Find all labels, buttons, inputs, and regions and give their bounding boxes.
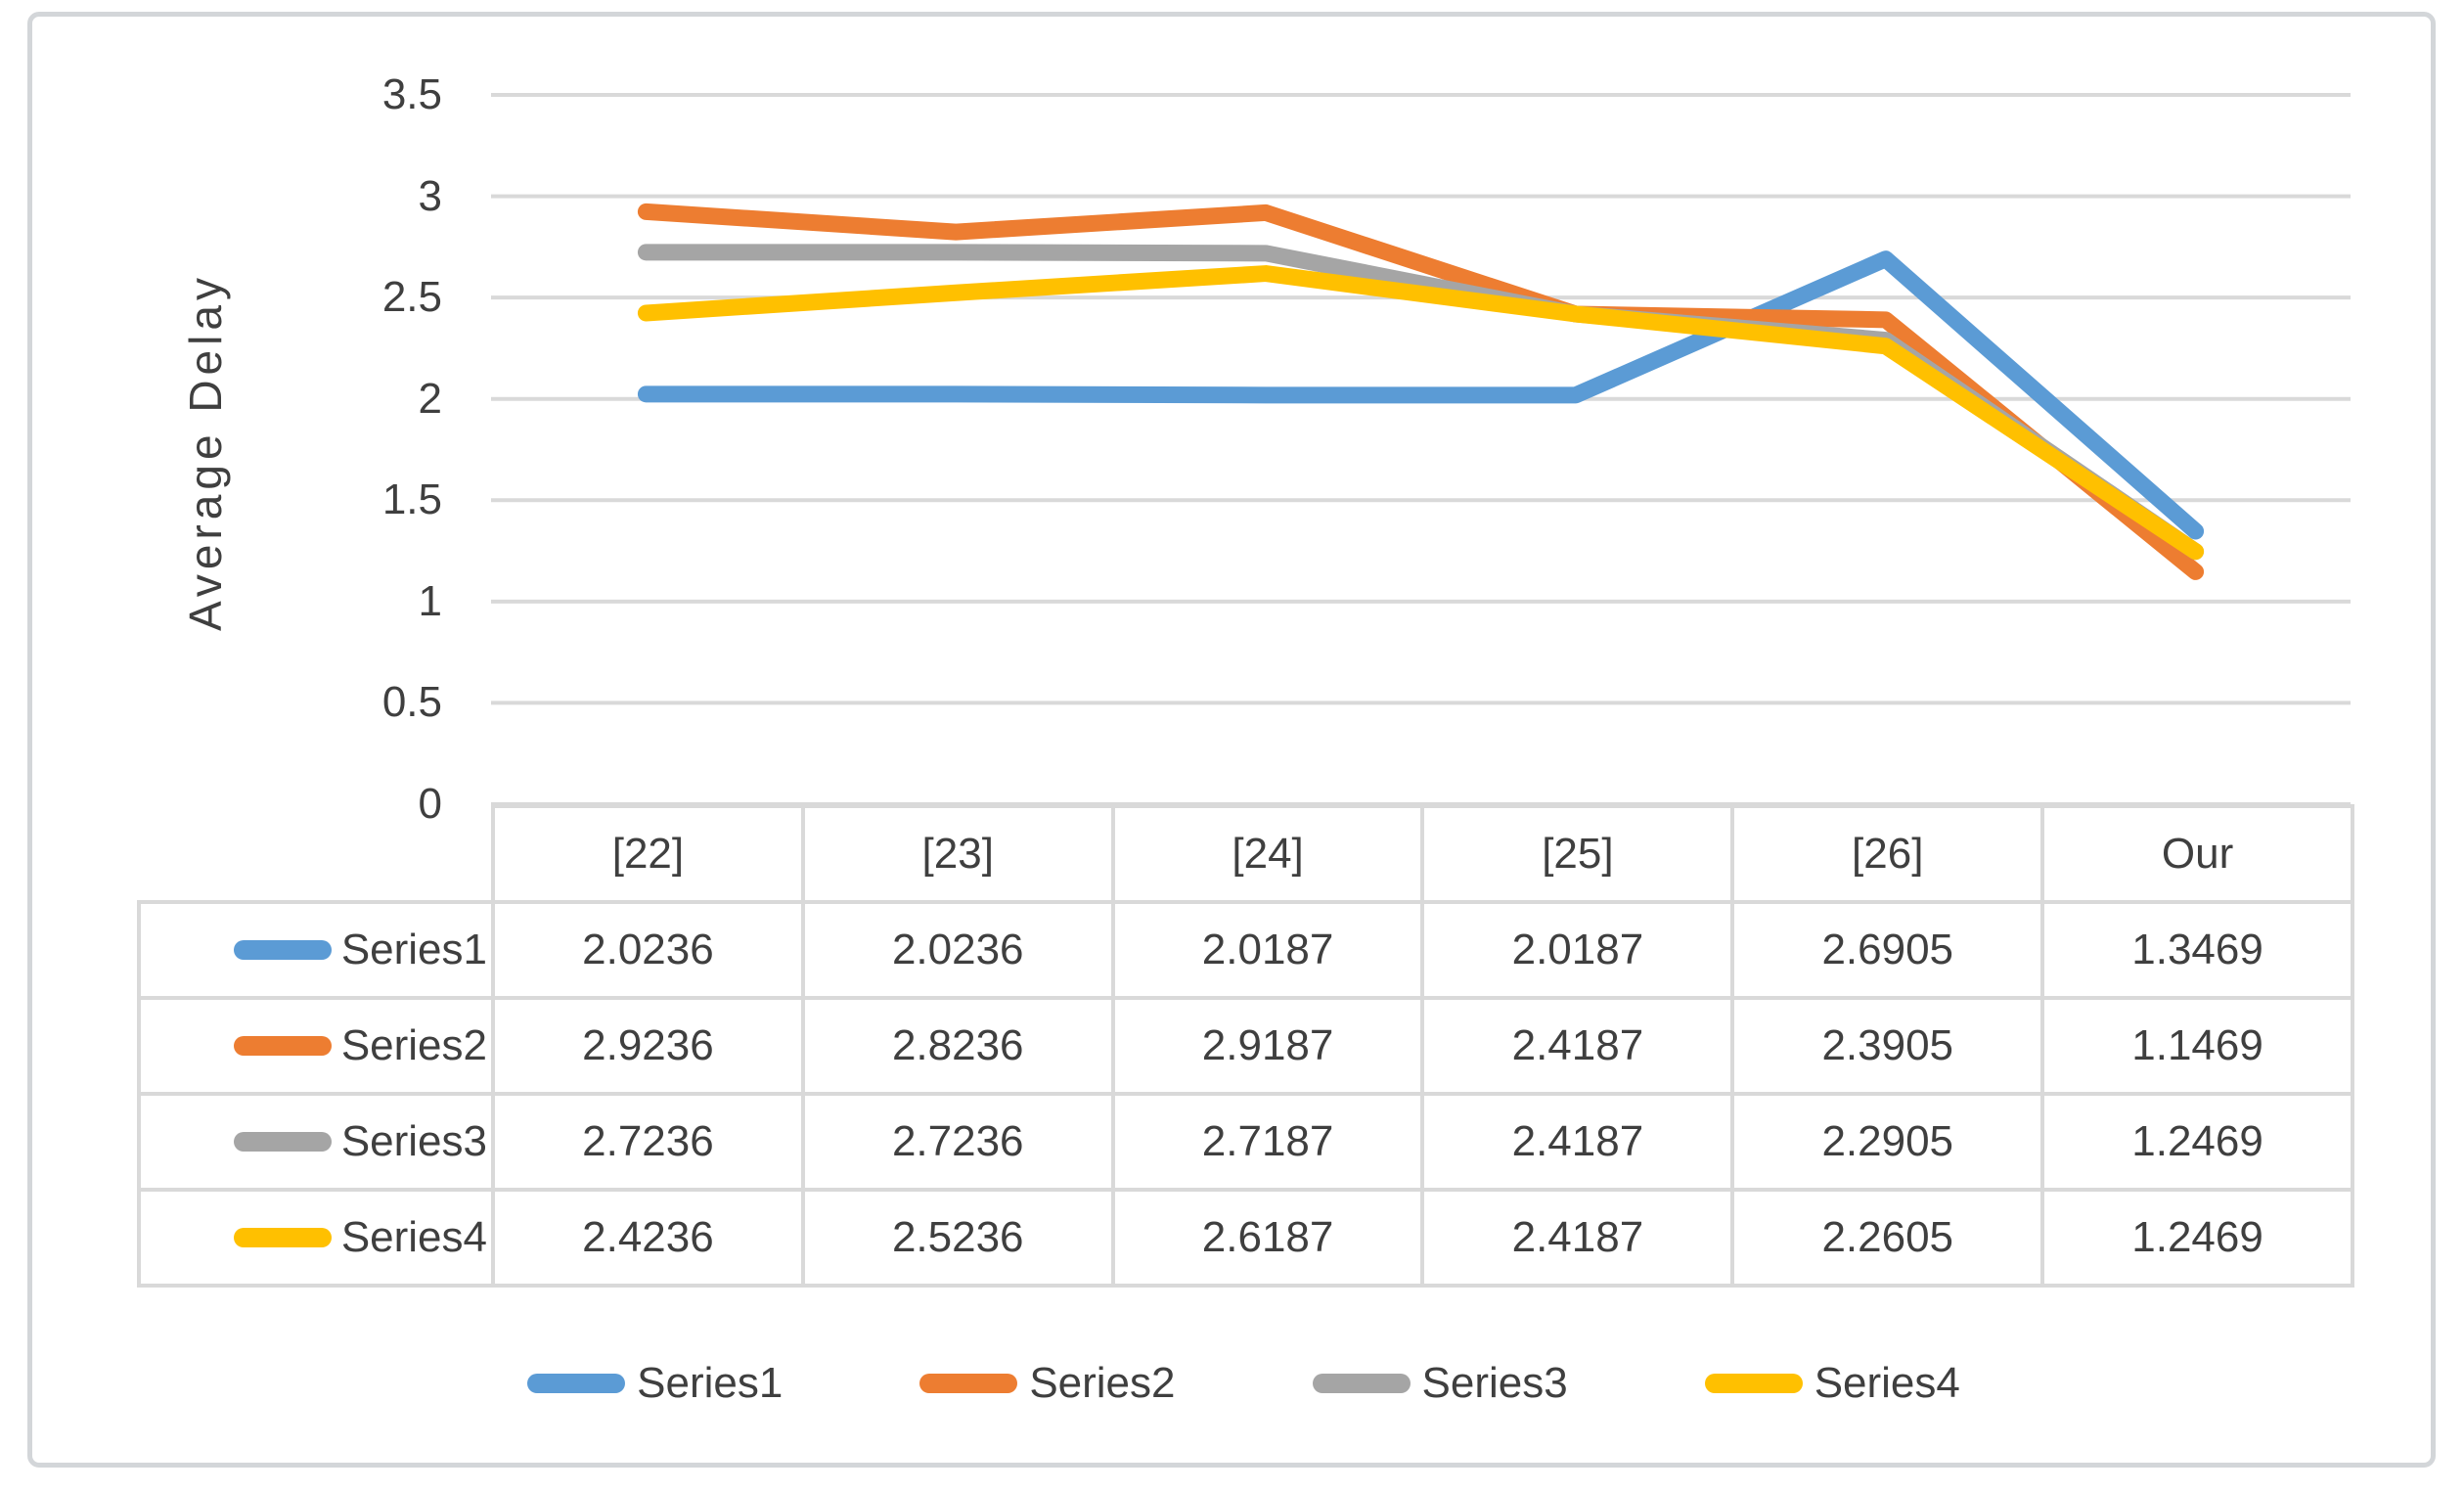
series-line-series4 <box>637 265 2205 561</box>
y-axis-title: Average Delay <box>180 273 231 631</box>
legend-key-series4 <box>233 1228 332 1247</box>
table-value-cell: 2.2605 <box>1730 1188 2045 1288</box>
table-value-cell: 2.9187 <box>1110 996 1425 1096</box>
table-row-series3: Series3 2.7236 2.7236 2.7187 2.4187 2.2905 1.2… <box>137 1092 2354 1192</box>
figure-border <box>27 12 2436 1468</box>
table-value-cell: 1.1469 <box>2040 996 2354 1096</box>
legend-label: Series3 <box>1421 1359 1568 1407</box>
table-value-cell: 2.9236 <box>491 996 805 1096</box>
y-tick-label: 0 <box>418 780 442 828</box>
legend-key-series2 <box>919 1374 1018 1393</box>
series-name-label: Series3 <box>340 1117 487 1165</box>
legend-key-series4 <box>1704 1374 1803 1393</box>
series-name-label: Series1 <box>340 926 487 973</box>
y-tick-label: 1.5 <box>381 475 442 524</box>
table-value-cell: 2.7187 <box>1110 1092 1425 1192</box>
legend-item-series2: Series2 <box>919 1359 1176 1408</box>
legend-key-series3 <box>233 1132 332 1152</box>
legend-key-series1 <box>233 940 332 960</box>
legend-key-series3 <box>1312 1374 1411 1393</box>
table-value-cell: 2.6905 <box>1730 900 2045 1000</box>
table-value-cell: 2.4187 <box>1420 1188 1735 1288</box>
table-header-cell: [23] <box>800 804 1115 904</box>
table-header-row: [22] [23] [24] [25] [26] Our <box>139 804 2354 904</box>
table-value-cell: 2.7236 <box>491 1092 805 1192</box>
table-value-cell: 2.6187 <box>1110 1188 1425 1288</box>
table-row-header: Series3 <box>137 1092 495 1192</box>
table-row-header: Series2 <box>137 996 495 1096</box>
table-value-cell: 2.8236 <box>800 996 1115 1096</box>
table-value-cell: 2.0187 <box>1420 900 1735 1000</box>
series-name-label: Series4 <box>340 1213 487 1261</box>
y-tick-label: 1 <box>418 576 442 625</box>
legend-item-series1: Series1 <box>527 1359 783 1408</box>
data-table-header: [22] [23] [24] [25] [26] Our <box>139 804 2354 904</box>
legend-item-series3: Series3 <box>1312 1359 1568 1408</box>
table-value-cell: 2.0187 <box>1110 900 1425 1000</box>
table-row-header: Series1 <box>137 900 495 1000</box>
y-tick-label: 2 <box>418 374 442 423</box>
table-value-cell: 2.2905 <box>1730 1092 2045 1192</box>
table-value-cell: 1.2469 <box>2040 1092 2354 1192</box>
series-line-series1 <box>637 250 2205 540</box>
table-header-cell: [22] <box>491 804 805 904</box>
table-corner-cell <box>139 806 493 902</box>
table-value-cell: 2.4187 <box>1420 996 1735 1096</box>
table-value-cell: 2.5236 <box>800 1188 1115 1288</box>
y-tick-label: 2.5 <box>381 273 442 322</box>
table-row-series1: Series1 2.0236 2.0236 2.0187 2.0187 2.6905 1.3… <box>137 900 2354 1000</box>
legend-label: Series2 <box>1029 1359 1176 1407</box>
legend-item-series4: Series4 <box>1704 1359 1960 1408</box>
y-tick-label: 0.5 <box>381 678 442 727</box>
data-table-body: Series1 2.0236 2.0236 2.0187 2.0187 2.6905 1.3… <box>137 900 2354 1288</box>
table-value-cell: 2.0236 <box>800 900 1115 1000</box>
table-value-cell: 2.0236 <box>491 900 805 1000</box>
table-row-series4: Series4 2.4236 2.5236 2.6187 2.4187 2.2605 1.2… <box>137 1188 2354 1288</box>
table-row-header: Series4 <box>137 1188 495 1288</box>
table-value-cell: 2.3905 <box>1730 996 2045 1096</box>
y-tick-label: 3.5 <box>381 70 442 118</box>
legend-label: Series4 <box>1814 1359 1960 1407</box>
table-value-cell: 2.4187 <box>1420 1092 1735 1192</box>
table-row-series2: Series2 2.9236 2.8236 2.9187 2.4187 2.3905 1.1… <box>137 996 2354 1096</box>
table-header-cell: [26] <box>1730 804 2045 904</box>
series-line-series2 <box>637 203 2205 580</box>
table-header-cell: Our <box>2040 804 2354 904</box>
data-table: [22] [23] [24] [25] [26] Our Series1 2.0236 2.0… <box>137 804 2354 1288</box>
legend-key-series1 <box>527 1374 626 1393</box>
legend-key-series2 <box>233 1036 332 1056</box>
table-value-cell: 1.2469 <box>2040 1188 2354 1288</box>
table-value-cell: 2.4236 <box>491 1188 805 1288</box>
table-value-cell: 2.7236 <box>800 1092 1115 1192</box>
series-name-label: Series2 <box>340 1021 487 1069</box>
legend: Series1 Series2 Series3 Series4 <box>137 1352 2351 1415</box>
table-header-cell: [25] <box>1420 804 1735 904</box>
legend-label: Series1 <box>637 1359 784 1407</box>
table-header-cell: [24] <box>1110 804 1425 904</box>
table-value-cell: 1.3469 <box>2040 900 2354 1000</box>
y-tick-label: 3 <box>418 171 442 220</box>
